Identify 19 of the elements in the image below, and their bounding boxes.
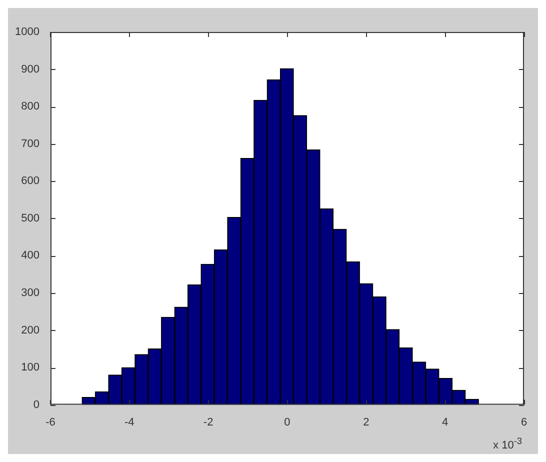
x-tick-label: -2 bbox=[203, 416, 214, 428]
y-tick-label: 100 bbox=[21, 362, 40, 374]
x-tick-label: 0 bbox=[284, 416, 290, 428]
y-tick-label: 500 bbox=[21, 212, 40, 224]
x-tick-label: -6 bbox=[46, 416, 56, 428]
y-tick-label: 300 bbox=[21, 286, 40, 299]
x-tick-label: 6 bbox=[520, 416, 528, 428]
y-tick-label: 700 bbox=[21, 138, 40, 150]
y-tick-label: 1000 bbox=[14, 26, 40, 38]
y-tick-label: 400 bbox=[21, 250, 40, 262]
x-tick-label: 2 bbox=[363, 416, 370, 428]
y-tick-label: 900 bbox=[21, 63, 40, 76]
text: x 10$^{-3}$ bbox=[493, 436, 522, 452]
y-tick-label: 600 bbox=[21, 175, 40, 188]
y-tick-label: 800 bbox=[21, 100, 40, 113]
x-tick-label: -4 bbox=[124, 416, 134, 428]
x-tick-label: 4 bbox=[442, 416, 448, 428]
y-tick-label: 0 bbox=[33, 398, 40, 411]
y-tick-label: 200 bbox=[21, 324, 40, 336]
